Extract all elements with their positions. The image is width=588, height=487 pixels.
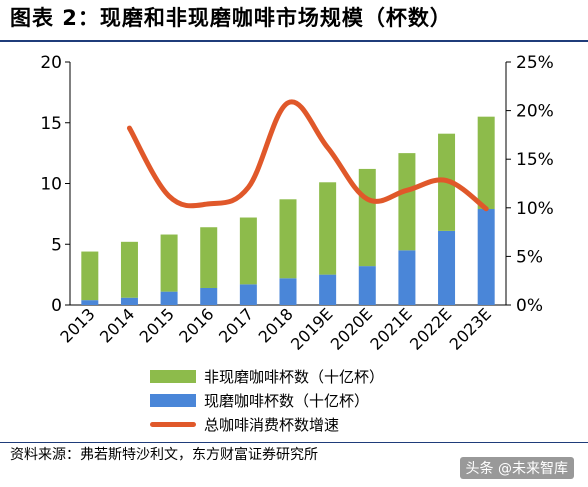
combo-chart: 0 5 10 15 20 0% 5% 10% 15% 20% 25% 2013201420152016…	[40, 53, 554, 354]
bar-non-fresh	[279, 199, 297, 279]
bar-fresh	[120, 297, 138, 305]
x-tick-label: 2022E	[406, 304, 455, 353]
axes	[65, 61, 511, 306]
y-right-tick-label: 5%	[516, 247, 543, 267]
y-left-tick-label: 5	[51, 235, 62, 255]
x-tick-label: 2013	[56, 304, 98, 346]
y-left-tick-label: 10	[40, 175, 62, 195]
growth-line	[126, 99, 489, 212]
bar-fresh	[279, 278, 297, 305]
x-tick-label: 2014	[96, 304, 138, 346]
legend-swatch-fresh	[150, 393, 196, 407]
legend-item-growth: 总咖啡消费杯数增速	[150, 413, 384, 435]
legend-item-non-fresh: 非现磨咖啡杯数（十亿杯）	[150, 365, 384, 387]
y-right-tick-label: 15%	[516, 150, 554, 170]
x-tick-label: 2021E	[366, 304, 415, 353]
bar-non-fresh	[120, 241, 138, 298]
bar-non-fresh	[160, 234, 178, 292]
legend-swatch-non-fresh	[150, 369, 196, 383]
source-divider	[0, 442, 588, 443]
bar-fresh	[239, 284, 257, 305]
legend-item-fresh: 现磨咖啡杯数（十亿杯）	[150, 389, 384, 411]
y-right-tick-label: 0%	[516, 296, 543, 316]
legend-label-growth: 总咖啡消费杯数增速	[204, 415, 340, 434]
chart-title: 图表 2：现磨和非现磨咖啡市场规模（杯数）	[10, 6, 452, 30]
y-right-tick-label: 25%	[516, 53, 554, 73]
x-tick-label: 2016	[175, 304, 217, 346]
legend-label-non-fresh: 非现磨咖啡杯数（十亿杯）	[204, 367, 385, 386]
bar-non-fresh	[398, 153, 416, 251]
y-left-tick-label: 20	[40, 53, 62, 73]
bar-non-fresh	[358, 168, 376, 267]
bar-fresh	[200, 287, 218, 305]
watermark: 头条 @未来智库	[459, 457, 574, 479]
bar-non-fresh	[239, 217, 257, 285]
y-right-tick-label: 20%	[516, 102, 554, 122]
x-tick-label: 2015	[136, 304, 178, 346]
bar-fresh	[319, 274, 337, 305]
bar-fresh	[160, 291, 178, 305]
legend-swatch-growth	[150, 421, 196, 427]
x-tick-label: 2020E	[327, 304, 376, 353]
y-right-tick-label: 10%	[516, 199, 554, 219]
bars	[81, 116, 495, 305]
y-left-tick-label: 15	[40, 114, 62, 134]
x-tick-label: 2023E	[446, 304, 495, 353]
bar-fresh	[81, 300, 99, 305]
bar-non-fresh	[319, 182, 337, 275]
bar-non-fresh	[81, 251, 99, 301]
bar-fresh	[477, 209, 495, 305]
bar-non-fresh	[477, 116, 495, 210]
bar-fresh	[398, 250, 416, 305]
legend-label-fresh: 现磨咖啡杯数（十亿杯）	[204, 391, 370, 410]
legend: 非现磨咖啡杯数（十亿杯） 现磨咖啡杯数（十亿杯） 总咖啡消费杯数增速	[150, 365, 384, 437]
x-tick-label: 2019E	[287, 304, 336, 353]
bar-fresh	[358, 266, 376, 305]
title-divider	[0, 40, 588, 42]
growth-line-path	[126, 99, 489, 212]
bar-non-fresh	[200, 227, 218, 288]
bar-fresh	[438, 230, 456, 305]
x-tick-label: 2017	[215, 304, 257, 346]
y-left-tick-label: 0	[51, 296, 62, 316]
source-note: 资料来源：弗若斯特沙利文，东方财富证券研究所	[10, 447, 318, 463]
